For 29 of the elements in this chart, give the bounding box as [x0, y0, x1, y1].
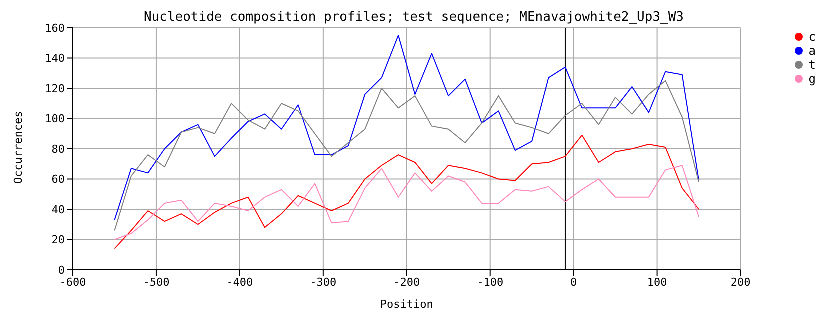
- legend-label: c: [808, 30, 816, 44]
- y-tick-label: 140: [45, 52, 65, 66]
- x-tick-label: -200: [394, 276, 420, 289]
- line-series: [114, 80, 700, 232]
- y-tick-label: 60: [52, 173, 65, 186]
- x-tick-label: -400: [226, 276, 254, 289]
- line-series: [114, 165, 700, 240]
- legend-label: a: [808, 44, 816, 58]
- y-axis-title: Occurrences: [12, 111, 25, 184]
- legend-label: t: [808, 58, 816, 72]
- x-tick-label: -600: [60, 276, 86, 289]
- y-tick-label: 160: [45, 22, 65, 35]
- y-tick-label: 20: [52, 234, 65, 247]
- x-axis-title: Position: [380, 298, 434, 311]
- y-tick-label: 40: [52, 203, 65, 216]
- x-tick-label: -100: [477, 276, 504, 289]
- line-series: [114, 35, 700, 221]
- y-tick-label: 100: [45, 112, 65, 126]
- legend-label: g: [808, 72, 816, 86]
- x-tick-label: -500: [143, 276, 170, 289]
- x-tick-label: 100: [647, 276, 668, 289]
- x-tick-label: 200: [730, 276, 751, 289]
- chart-title: Nucleotide composition profiles; test sequence; MEnavajowhite2_Up3_W3: [144, 10, 684, 25]
- y-tick-label: 120: [45, 82, 65, 96]
- x-tick-label: -300: [310, 276, 337, 289]
- y-tick-label: 80: [52, 142, 65, 156]
- x-tick-label: 0: [570, 276, 578, 289]
- line-series: [114, 134, 700, 250]
- y-tick-label: 0: [58, 264, 65, 277]
